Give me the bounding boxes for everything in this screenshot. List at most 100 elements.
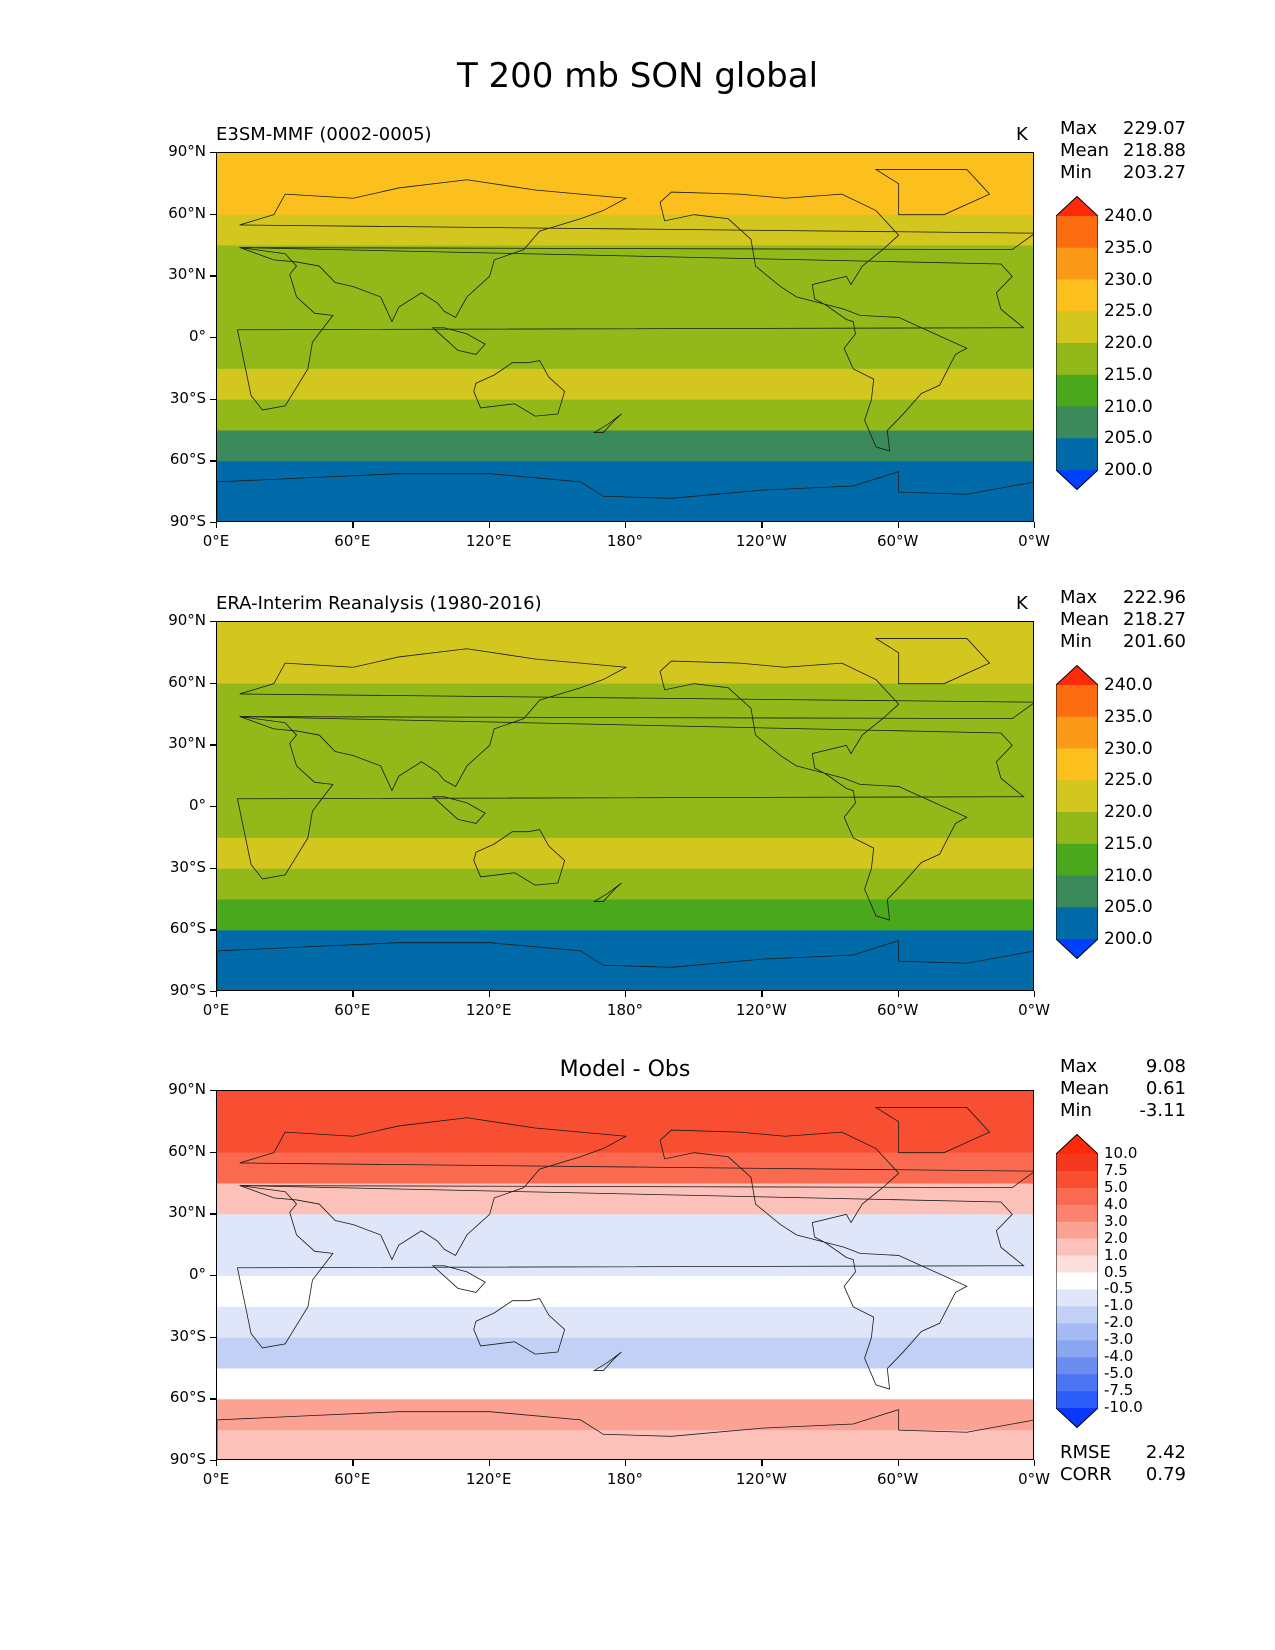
colorbar-extend-min	[1056, 470, 1098, 490]
coastline	[431, 1265, 486, 1293]
stat-min-label: Min	[1060, 1100, 1092, 1121]
colorbar-segment	[1056, 247, 1098, 280]
colorbar-extend-max	[1056, 196, 1098, 216]
xtick-mark	[761, 522, 763, 528]
ytick-mark	[210, 1336, 216, 1338]
rmse-label: RMSE	[1060, 1442, 1111, 1463]
coastline	[874, 638, 991, 685]
colorbar-level-label: 230.0	[1104, 269, 1153, 290]
panel-title: Model - Obs	[559, 1057, 691, 1082]
xtick-mark	[761, 1460, 763, 1466]
contour-band	[217, 1399, 1033, 1431]
ytick-label: 0°	[188, 796, 206, 814]
coastline	[236, 247, 1025, 411]
colorbar-segment	[1056, 907, 1098, 940]
contour-band	[217, 714, 1033, 746]
coastline	[874, 1107, 991, 1154]
colorbar-segment	[1056, 1391, 1098, 1409]
colorbar-segment	[1056, 843, 1098, 876]
stat-max-value: 9.08	[1145, 1056, 1186, 1077]
map-plot	[216, 1090, 1034, 1460]
contour-band	[217, 776, 1033, 808]
xtick-mark	[625, 991, 627, 997]
coastline	[217, 471, 1033, 521]
colorbar-segment	[1056, 716, 1098, 749]
colorbar-extend-max	[1056, 665, 1098, 685]
ytick-mark	[210, 1213, 216, 1215]
xtick-label: 60°W	[876, 1470, 919, 1488]
panel-title: ERA-Interim Reanalysis (1980-2016)	[216, 593, 542, 614]
coastline	[431, 796, 486, 824]
colorbar-segment	[1056, 875, 1098, 908]
colorbar-level-label: 7.5	[1104, 1160, 1128, 1179]
stat-min-value: 203.27	[1123, 162, 1186, 183]
stats-block: Max 9.08 Mean 0.61 Min -3.11	[1060, 1056, 1186, 1122]
colorbar-level-label: 215.0	[1104, 833, 1153, 854]
stat-max-label: Max	[1060, 118, 1098, 139]
colorbar-level-label: 235.0	[1104, 706, 1153, 727]
coastline	[592, 882, 622, 902]
contour-band	[217, 683, 1033, 715]
stat-mean-label: Mean	[1060, 609, 1110, 630]
colorbar-extend-max	[1056, 1134, 1098, 1154]
colorbar-segment	[1056, 1306, 1098, 1324]
xtick-mark	[352, 522, 354, 528]
stat-max-label: Max	[1060, 587, 1098, 608]
colorbar-level-label: 225.0	[1104, 770, 1153, 791]
colorbar-segment	[1056, 1154, 1098, 1172]
xtick-label: 0°W	[1018, 1470, 1050, 1488]
coastline	[659, 191, 968, 452]
contour-band	[217, 245, 1033, 277]
ytick-mark	[210, 398, 216, 400]
contour-band	[217, 1368, 1033, 1400]
panel-obs: ERA-Interim Reanalysis (1980-2016) K Max…	[0, 0, 1275, 1019]
colorbar-svg	[1055, 1133, 1099, 1429]
colorbar-segment	[1056, 812, 1098, 845]
ytick-label: 60°N	[168, 203, 206, 222]
coastline	[239, 648, 1033, 792]
ytick-mark	[210, 621, 216, 623]
colorbar-level-label: 1.0	[1104, 1245, 1128, 1264]
units-label: K	[1016, 593, 1028, 614]
xtick-mark	[216, 522, 218, 528]
contour-band	[217, 461, 1033, 493]
xtick-label: 60°W	[876, 532, 919, 550]
colorbar-segment	[1056, 1255, 1098, 1273]
contour-band	[217, 1214, 1033, 1246]
corr-label: CORR	[1060, 1464, 1112, 1485]
colorbar-level-label: 2.0	[1104, 1228, 1128, 1247]
ytick-label: 90°S	[169, 1450, 206, 1468]
xtick-label: 60°W	[876, 1001, 919, 1019]
ytick-mark	[210, 152, 216, 154]
corr-value: 0.79	[1145, 1464, 1186, 1485]
colorbar-segment	[1056, 1340, 1098, 1358]
ytick-label: 0°	[188, 1265, 206, 1283]
colorbar-segment	[1056, 1238, 1098, 1256]
ytick-mark	[210, 744, 216, 746]
stat-max-value: 229.07	[1123, 118, 1186, 139]
contour-band	[217, 1121, 1033, 1154]
contour-band	[217, 868, 1033, 900]
colorbar	[1055, 1133, 1099, 1429]
contour-band	[217, 1306, 1033, 1339]
coastline	[236, 716, 1025, 880]
ytick-mark	[210, 1398, 216, 1400]
xtick-label: 60°E	[334, 1470, 371, 1488]
xtick-mark	[1034, 991, 1036, 997]
xtick-label: 180°	[606, 1470, 644, 1488]
ytick-mark	[210, 337, 216, 339]
map-svg	[217, 622, 1033, 990]
ytick-mark	[210, 213, 216, 215]
contour-band	[217, 1337, 1033, 1369]
colorbar-level-label: 220.0	[1104, 333, 1153, 353]
colorbar-segment	[1056, 1221, 1098, 1239]
colorbar-segment	[1056, 438, 1098, 471]
colorbar-level-label: -5.0	[1104, 1364, 1134, 1383]
xtick-mark	[488, 991, 490, 997]
coastline	[239, 179, 1033, 323]
xtick-label: 60°E	[334, 1001, 371, 1019]
contour-band	[217, 399, 1033, 431]
contour-band	[217, 622, 1033, 654]
colorbar-level-label: 240.0	[1104, 675, 1153, 695]
stat-mean-value: 0.61	[1145, 1078, 1186, 1099]
